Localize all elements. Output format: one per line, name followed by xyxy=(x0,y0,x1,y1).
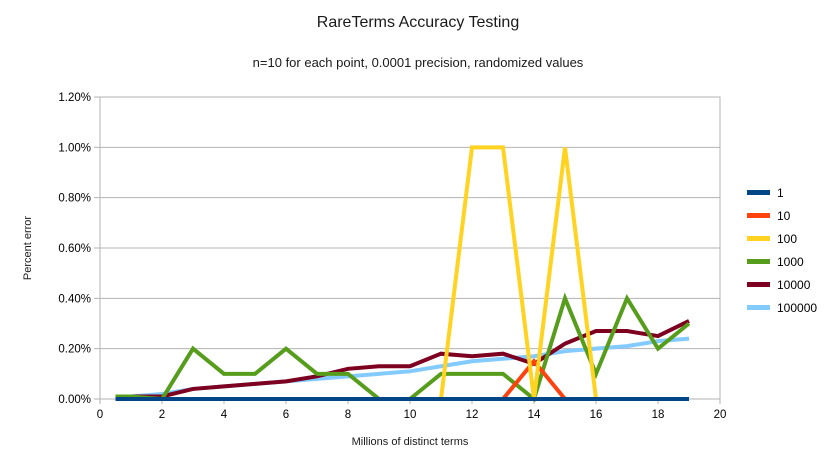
series-line-10000 xyxy=(115,319,690,399)
legend-item-1000: 1000 xyxy=(747,250,817,273)
legend-label: 1000 xyxy=(777,254,804,269)
legend-label: 100000 xyxy=(777,300,818,315)
legend-label: 100 xyxy=(777,231,798,246)
legend-item-10000: 10000 xyxy=(747,273,817,296)
legend-label: 1 xyxy=(777,185,784,200)
x-tick-label: 4 xyxy=(221,409,228,421)
legend-label: 10000 xyxy=(777,277,811,292)
legend-swatch-10000 xyxy=(747,282,770,287)
legend-label: 10 xyxy=(777,208,791,223)
chart-subtitle: n=10 for each point, 0.0001 precision, r… xyxy=(252,55,584,70)
legend-item-100000: 100000 xyxy=(747,296,817,319)
y-tick-label: 1.00% xyxy=(58,142,91,154)
x-tick-label: 6 xyxy=(283,409,289,421)
x-tick-label: 16 xyxy=(590,409,603,421)
y-tick-label: 0.40% xyxy=(58,293,91,305)
chart-legend: 1 10 100 1000 10000 100000 xyxy=(747,181,817,319)
x-tick-label: 12 xyxy=(466,409,479,421)
y-tick-label: 1.20% xyxy=(58,92,91,104)
x-tick-label: 14 xyxy=(528,409,541,421)
legend-swatch-1 xyxy=(747,190,770,195)
legend-item-1: 1 xyxy=(747,181,817,204)
legend-item-100: 100 xyxy=(747,227,817,250)
legend-swatch-1000 xyxy=(747,259,770,264)
x-tick-label: 20 xyxy=(714,409,727,421)
x-tick-label: 10 xyxy=(404,409,417,421)
y-axis-title: Percent error xyxy=(22,215,34,281)
y-tick-label: 0.00% xyxy=(58,394,91,406)
x-tick-label: 2 xyxy=(159,409,165,421)
y-tick-label: 0.20% xyxy=(58,344,91,356)
legend-item-10: 10 xyxy=(747,204,817,227)
x-axis-title: Millions of distinct terms xyxy=(351,436,469,448)
y-tick-label: 0.80% xyxy=(58,193,91,205)
x-tick-label: 0 xyxy=(97,409,103,421)
x-tick-label: 8 xyxy=(345,409,351,421)
x-tick-label: 18 xyxy=(652,409,665,421)
legend-swatch-100 xyxy=(747,236,770,241)
y-tick-label: 0.60% xyxy=(58,243,91,255)
chart-title: RareTerms Accuracy Testing xyxy=(316,14,520,31)
legend-swatch-100000 xyxy=(747,305,770,310)
legend-swatch-10 xyxy=(747,213,770,218)
